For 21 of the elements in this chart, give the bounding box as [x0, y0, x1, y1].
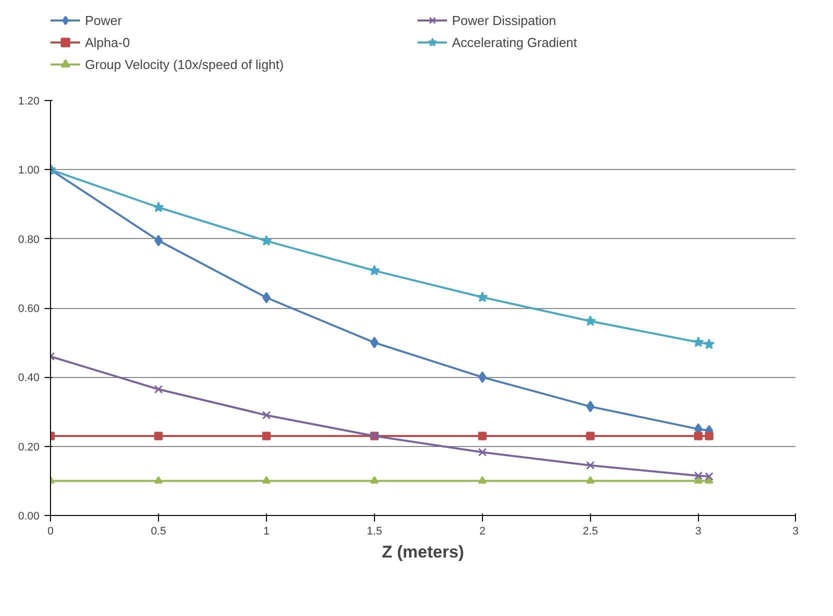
y-tick-label: 0.40: [18, 372, 40, 384]
x-tick-label: 0.5: [150, 526, 166, 538]
y-tick-label: 0.00: [18, 510, 40, 522]
x-tick-label: 2.5: [582, 526, 598, 538]
legend-label: Power Dissipation: [452, 12, 558, 28]
legend-label: Accelerating Gradient: [452, 34, 578, 50]
y-tick-label: 1.20: [18, 96, 40, 108]
x-tick-label: 0: [47, 526, 54, 538]
y-tick-label: 0.20: [18, 441, 40, 454]
x-tick-label: 2: [479, 526, 486, 538]
x-tick-label: 3: [792, 526, 799, 538]
y-tick-label: 0.60: [18, 303, 40, 315]
x-tick-label: 3: [695, 526, 702, 538]
x-tick-label: 1: [263, 526, 270, 538]
legend-label: Power: [85, 12, 123, 28]
x-tick-label: 1.5: [366, 526, 382, 538]
legend-label: Alpha-0: [85, 34, 131, 50]
x-axis-title: Z (meters): [382, 542, 464, 562]
legend-label: Group Velocity (10x/speed of light): [85, 56, 285, 72]
y-tick-label: 0.80: [18, 234, 40, 246]
y-tick-label: 1.00: [18, 164, 40, 177]
